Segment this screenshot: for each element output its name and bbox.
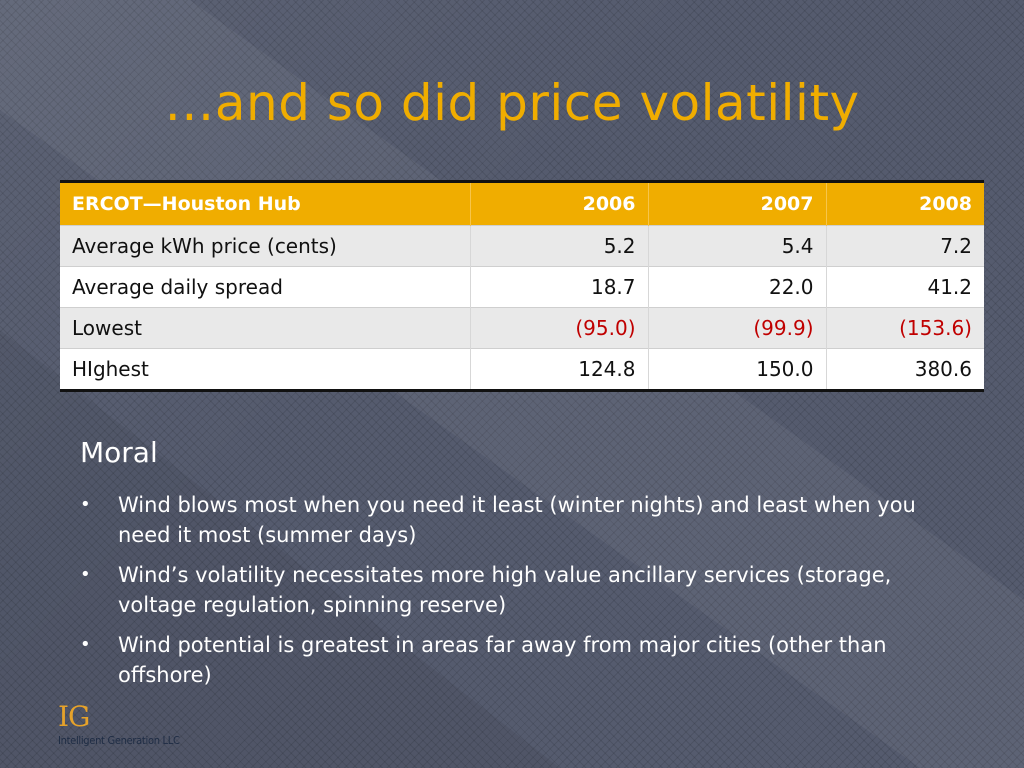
row-label: Average kWh price (cents) [60,225,470,267]
price-table: ERCOT—Houston Hub 2006 2007 2008 Average… [60,180,984,392]
row-label: HIghest [60,348,470,391]
cell-value-negative: (95.0) [469,307,648,349]
cell-value-negative: (99.9) [647,307,826,349]
table-row: Average daily spread 18.7 22.0 41.2 [60,266,984,308]
cell-value: 124.8 [469,348,648,391]
bullet-text: Wind potential is greatest in areas far … [118,633,887,687]
cell-value: 7.2 [825,225,984,267]
company-logo: IG Intelligent Generation LLC [58,702,208,752]
cell-value: 22.0 [647,266,826,308]
cell-value: 5.4 [647,225,826,267]
row-label: Lowest [60,307,470,349]
slide-title: …and so did price volatility [164,74,860,132]
table-row: Average kWh price (cents) 5.2 5.4 7.2 [60,225,984,267]
row-label: Average daily spread [60,266,470,308]
bullet-text: Wind’s volatility necessitates more high… [118,563,892,617]
bullet-icon: • [80,634,91,655]
bullet-icon: • [80,564,91,585]
list-item: • Wind potential is greatest in areas fa… [80,630,960,690]
header-2007: 2007 [647,181,826,226]
bullet-text: Wind blows most when you need it least (… [118,493,916,547]
header-2006: 2006 [469,181,648,226]
logo-company-name: Intelligent Generation LLC [58,734,180,747]
moral-heading: Moral [80,436,158,469]
cell-value: 18.7 [469,266,648,308]
logo-mark: IG [58,700,90,733]
list-item: • Wind’s volatility necessitates more hi… [80,560,960,620]
header-2008: 2008 [825,181,984,226]
bullet-icon: • [80,494,91,515]
table-header-row: ERCOT—Houston Hub 2006 2007 2008 [60,181,984,226]
cell-value: 380.6 [825,348,984,391]
list-item: • Wind blows most when you need it least… [80,490,960,550]
table-row: HIghest 124.8 150.0 380.6 [60,348,984,391]
cell-value: 150.0 [647,348,826,391]
moral-bullet-list: • Wind blows most when you need it least… [80,490,960,700]
cell-value: 5.2 [469,225,648,267]
cell-value: 41.2 [825,266,984,308]
table-row: Lowest (95.0) (99.9) (153.6) [60,307,984,349]
cell-value-negative: (153.6) [825,307,984,349]
header-market: ERCOT—Houston Hub [60,181,470,226]
